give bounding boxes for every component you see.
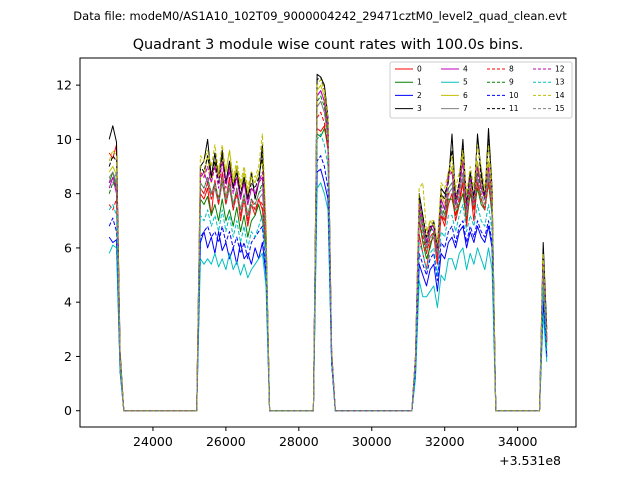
legend-label-6: 6 (463, 91, 468, 100)
legend-label-9: 9 (509, 78, 514, 87)
series-line-13 (108, 133, 548, 412)
legend-label-13: 13 (555, 78, 565, 87)
legend-box (389, 61, 573, 119)
legend-label-14: 14 (555, 91, 565, 100)
series-line-2 (108, 168, 548, 412)
series-line-5 (108, 182, 548, 412)
series-layer (108, 73, 548, 412)
legend-label-2: 2 (417, 91, 422, 100)
series-line-14 (108, 79, 548, 412)
y-tick-label-4: 4 (64, 295, 72, 310)
legend-label-12: 12 (555, 65, 565, 74)
legend-label-1: 1 (417, 78, 422, 87)
series-line-10 (108, 155, 548, 412)
y-tick-label-2: 2 (64, 349, 72, 364)
y-tick-label-0: 0 (64, 403, 72, 418)
plot-frame (79, 57, 577, 428)
legend-label-11: 11 (509, 104, 519, 113)
legend-label-7: 7 (463, 104, 468, 113)
legend-label-15: 15 (555, 104, 565, 113)
series-line-15 (108, 100, 548, 412)
y-tick-label-10: 10 (56, 132, 72, 147)
data-file-label: Data file: modeM0/AS1A10_102T09_90000042… (73, 9, 567, 23)
x-tick-label-28000: 28000 (279, 434, 319, 449)
y-tick-label-6: 6 (64, 240, 72, 255)
legend-label-3: 3 (417, 104, 422, 113)
series-line-12 (108, 90, 548, 412)
x-tick-label-24000: 24000 (133, 434, 173, 449)
legend-label-5: 5 (463, 78, 468, 87)
chart-title: Quadrant 3 module wise count rates with … (133, 37, 524, 53)
y-tick-label-8: 8 (64, 186, 72, 201)
legend-label-0: 0 (417, 65, 422, 74)
y-tick-label-12: 12 (56, 78, 72, 93)
x-tick-label-34000: 34000 (498, 434, 538, 449)
legend-label-4: 4 (463, 65, 468, 74)
legend-label-10: 10 (509, 91, 519, 100)
x-offset-label: +3.531e8 (499, 453, 561, 468)
x-tick-label-32000: 32000 (425, 434, 465, 449)
x-tick-label-26000: 26000 (206, 434, 246, 449)
x-tick-label-30000: 30000 (352, 434, 392, 449)
legend-label-8: 8 (509, 65, 514, 74)
